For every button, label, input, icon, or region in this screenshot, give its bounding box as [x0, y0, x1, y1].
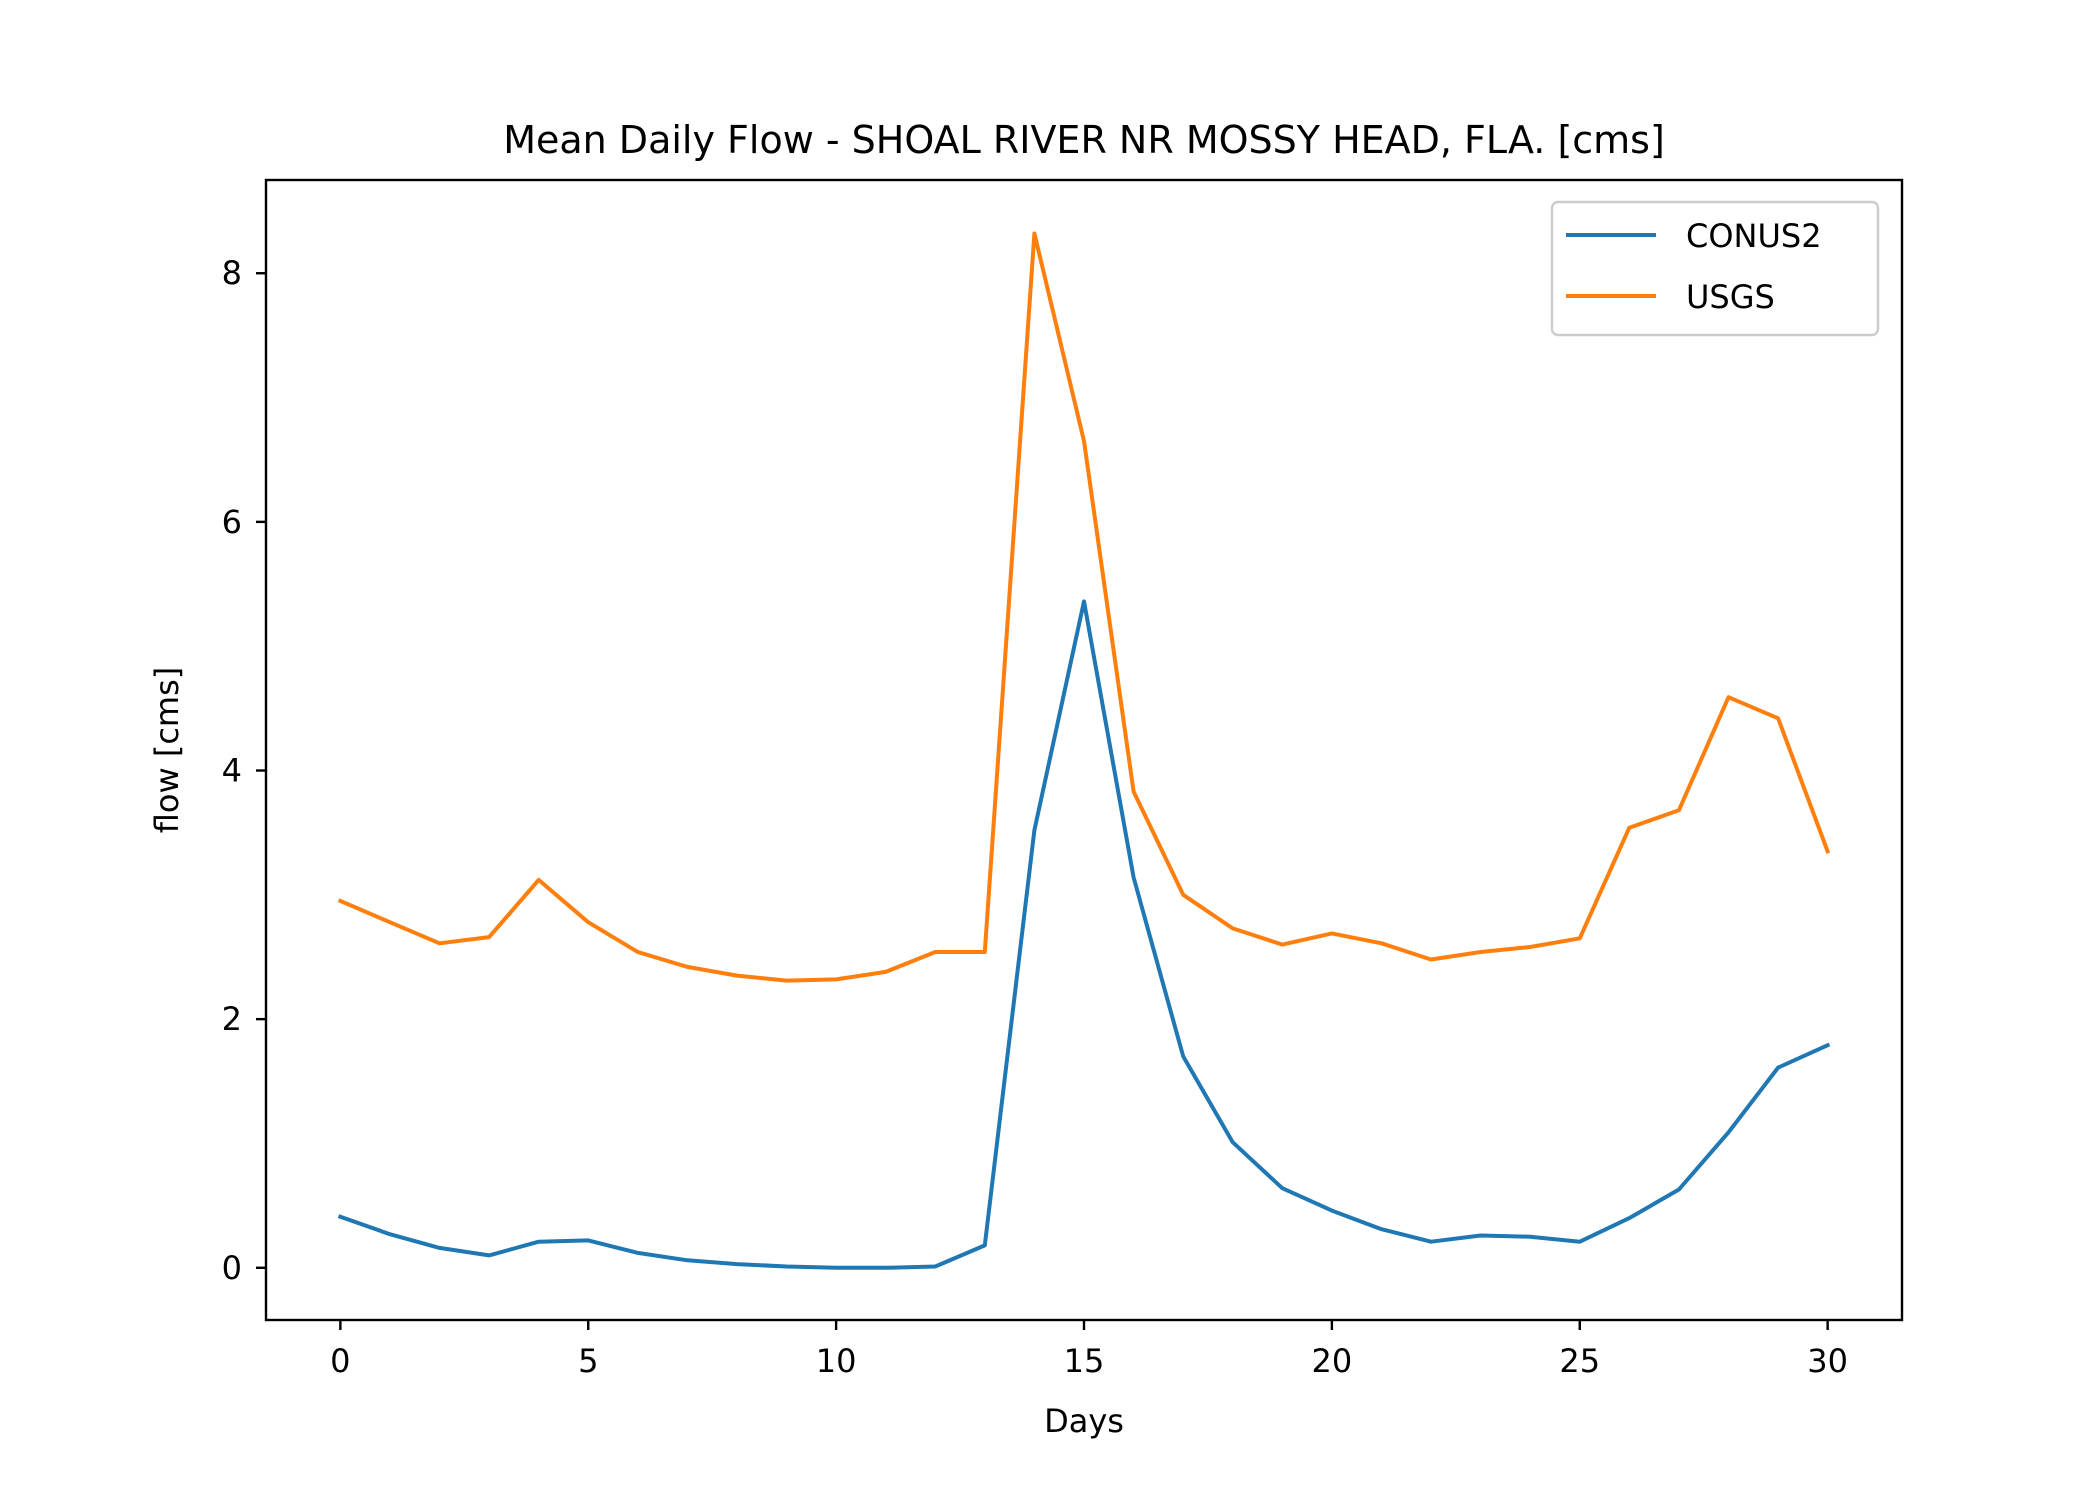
- y-tick-label-0: 0: [222, 1249, 242, 1287]
- x-tick-label-25: 25: [1559, 1342, 1600, 1380]
- y-axis-label: flow [cms]: [148, 667, 186, 833]
- y-tick-label-6: 6: [222, 503, 242, 541]
- series-line-conus2: [337, 599, 1831, 1270]
- y-tick-label-4: 4: [222, 752, 242, 790]
- x-axis-label: Days: [1044, 1402, 1124, 1440]
- y-tick-label-2: 2: [222, 1000, 242, 1038]
- plot-frame: [264, 178, 1904, 1322]
- x-tick-label-5: 5: [578, 1342, 598, 1380]
- x-tick-label-30: 30: [1807, 1342, 1848, 1380]
- legend-label-conus2: CONUS2: [1686, 217, 1822, 255]
- x-tick-label-0: 0: [330, 1342, 350, 1380]
- plot-area: [337, 231, 1831, 1270]
- legend: CONUS2 USGS: [1550, 200, 1880, 337]
- y-tick-label-8: 8: [222, 254, 242, 292]
- axes: 0 5 10 15 20 25 30 0 2 4 6 8: [222, 254, 1848, 1380]
- legend-label-usgs: USGS: [1686, 278, 1775, 316]
- series-line-usgs: [337, 231, 1831, 983]
- x-tick-label-10: 10: [816, 1342, 857, 1380]
- x-tick-label-20: 20: [1312, 1342, 1353, 1380]
- chart-title: Mean Daily Flow - SHOAL RIVER NR MOSSY H…: [503, 118, 1665, 162]
- x-tick-label-15: 15: [1064, 1342, 1105, 1380]
